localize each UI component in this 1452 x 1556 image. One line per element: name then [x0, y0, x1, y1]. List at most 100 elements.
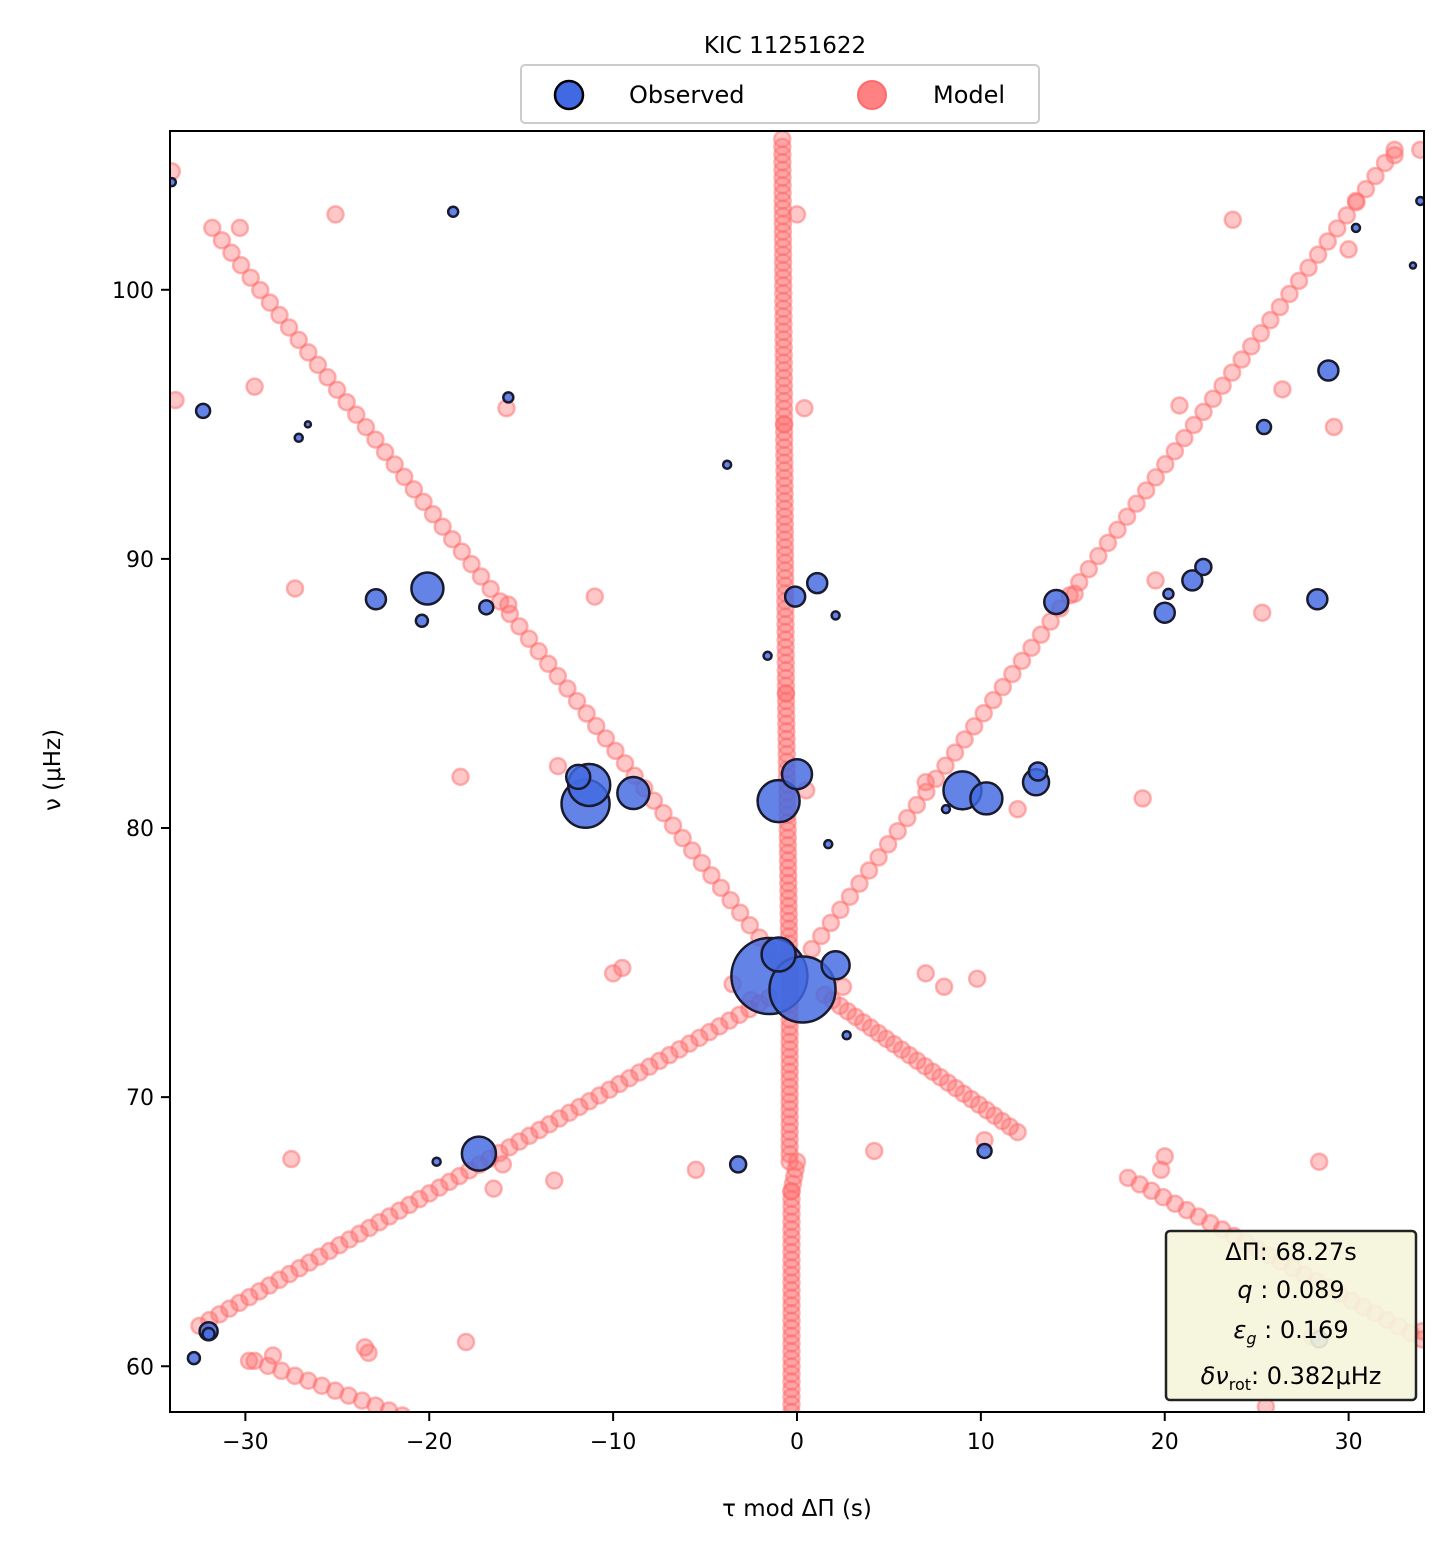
model-point: [1012, 651, 1032, 671]
model-point: [1213, 376, 1232, 395]
model-point: [1411, 140, 1424, 160]
model-point: [484, 1179, 503, 1198]
model-point: [586, 716, 606, 736]
observed-point: [805, 571, 829, 595]
chart-title: KIC 11251622: [704, 33, 866, 59]
y-tick-label: 60: [126, 1355, 154, 1380]
model-point: [730, 1005, 749, 1025]
observed-point: [783, 585, 807, 608]
model-point: [1117, 507, 1137, 526]
model-point: [1356, 179, 1376, 199]
observed-point: [170, 176, 178, 188]
model-point: [370, 1212, 389, 1232]
model-point: [282, 1149, 301, 1169]
model-point: [380, 1207, 399, 1226]
model-point: [260, 293, 280, 312]
model-point: [347, 405, 366, 424]
x-tick-label: 10: [967, 1430, 995, 1455]
model-point: [640, 1057, 659, 1076]
x-tick-label: 20: [1151, 1430, 1179, 1455]
observed-point: [820, 950, 851, 981]
model-point: [1155, 1147, 1174, 1166]
model-point: [1170, 396, 1189, 415]
model-point: [720, 1011, 739, 1030]
model-point: [1280, 284, 1299, 304]
model-point: [974, 704, 993, 723]
model-point: [1308, 245, 1328, 264]
observed-point: [768, 955, 837, 1024]
model-point: [869, 848, 888, 867]
model-point: [926, 769, 946, 789]
model-point: [833, 977, 853, 997]
model-point: [430, 1178, 449, 1197]
parameter-box: ΔΠ: 68.27s q : 0.089 εg : 0.169 δνrot: 0…: [1164, 1229, 1418, 1402]
y-tick-label: 70: [126, 1086, 154, 1111]
model-point: [610, 1074, 629, 1094]
model-point: [570, 1097, 589, 1117]
model-point: [270, 1270, 289, 1290]
x-axis-ticks: −30 −20 −10 0 10 20 30: [222, 1412, 1363, 1455]
model-point: [230, 1293, 249, 1313]
model-point: [404, 480, 424, 499]
model-point: [289, 330, 308, 350]
model-point: [540, 1115, 559, 1134]
model-point: [630, 1063, 649, 1082]
model-point: [500, 1138, 519, 1157]
y-tick-label: 100: [112, 279, 154, 304]
model-point: [670, 1040, 689, 1059]
param-delta-nu-rot: δνrot: 0.382μHz: [1201, 1362, 1382, 1394]
param-delta-pi: ΔΠ: 68.27s: [1225, 1238, 1356, 1266]
model-point: [366, 430, 385, 449]
model-point: [898, 808, 917, 828]
model-point: [529, 642, 548, 661]
model-point: [1146, 571, 1165, 590]
parameter-box-bg: [1164, 1229, 1418, 1402]
model-point: [393, 1406, 411, 1412]
model-point: [440, 1172, 459, 1192]
observed-point: [1181, 569, 1204, 592]
model-point: [481, 579, 500, 599]
observed-point: [303, 420, 313, 429]
model-point: [1008, 1122, 1027, 1142]
model-point: [840, 887, 860, 906]
observed-point: [1306, 588, 1329, 611]
model-point: [203, 218, 222, 238]
observed-point: [721, 459, 733, 470]
observed-point: [1255, 418, 1273, 436]
model-point: [864, 1141, 884, 1161]
model-point: [711, 878, 731, 898]
y-axis-ticks: 60 70 80 90 100: [112, 279, 170, 1380]
model-point: [241, 268, 260, 287]
observed-point: [1027, 761, 1049, 782]
model-point: [1136, 481, 1156, 500]
legend-marker-model: [857, 80, 887, 110]
model-point: [318, 368, 337, 387]
model-point: [222, 243, 241, 263]
observed-point: [1194, 557, 1213, 577]
model-point: [1366, 166, 1385, 186]
observed-point: [1350, 222, 1362, 234]
model-point: [499, 595, 518, 614]
model-point: [538, 654, 558, 673]
model-point: [663, 816, 683, 835]
observed-point: [841, 1029, 852, 1041]
model-point: [300, 1253, 319, 1272]
model-point: [510, 1132, 529, 1151]
model-point: [356, 417, 376, 437]
x-tick-label: −30: [222, 1430, 268, 1455]
observed-point: [969, 781, 1004, 816]
model-point: [400, 1195, 419, 1215]
model-point: [850, 874, 869, 893]
model-point: [673, 828, 692, 848]
model-point: [577, 704, 596, 723]
model-point: [600, 1080, 619, 1099]
model-point: [955, 730, 974, 749]
observed-point: [1043, 588, 1070, 616]
model-point: [285, 579, 305, 598]
model-point: [1146, 468, 1165, 487]
model-point: [451, 767, 470, 787]
model-point: [510, 617, 529, 636]
model-point: [519, 629, 539, 649]
model-point: [310, 1247, 329, 1267]
model-point: [245, 377, 264, 396]
